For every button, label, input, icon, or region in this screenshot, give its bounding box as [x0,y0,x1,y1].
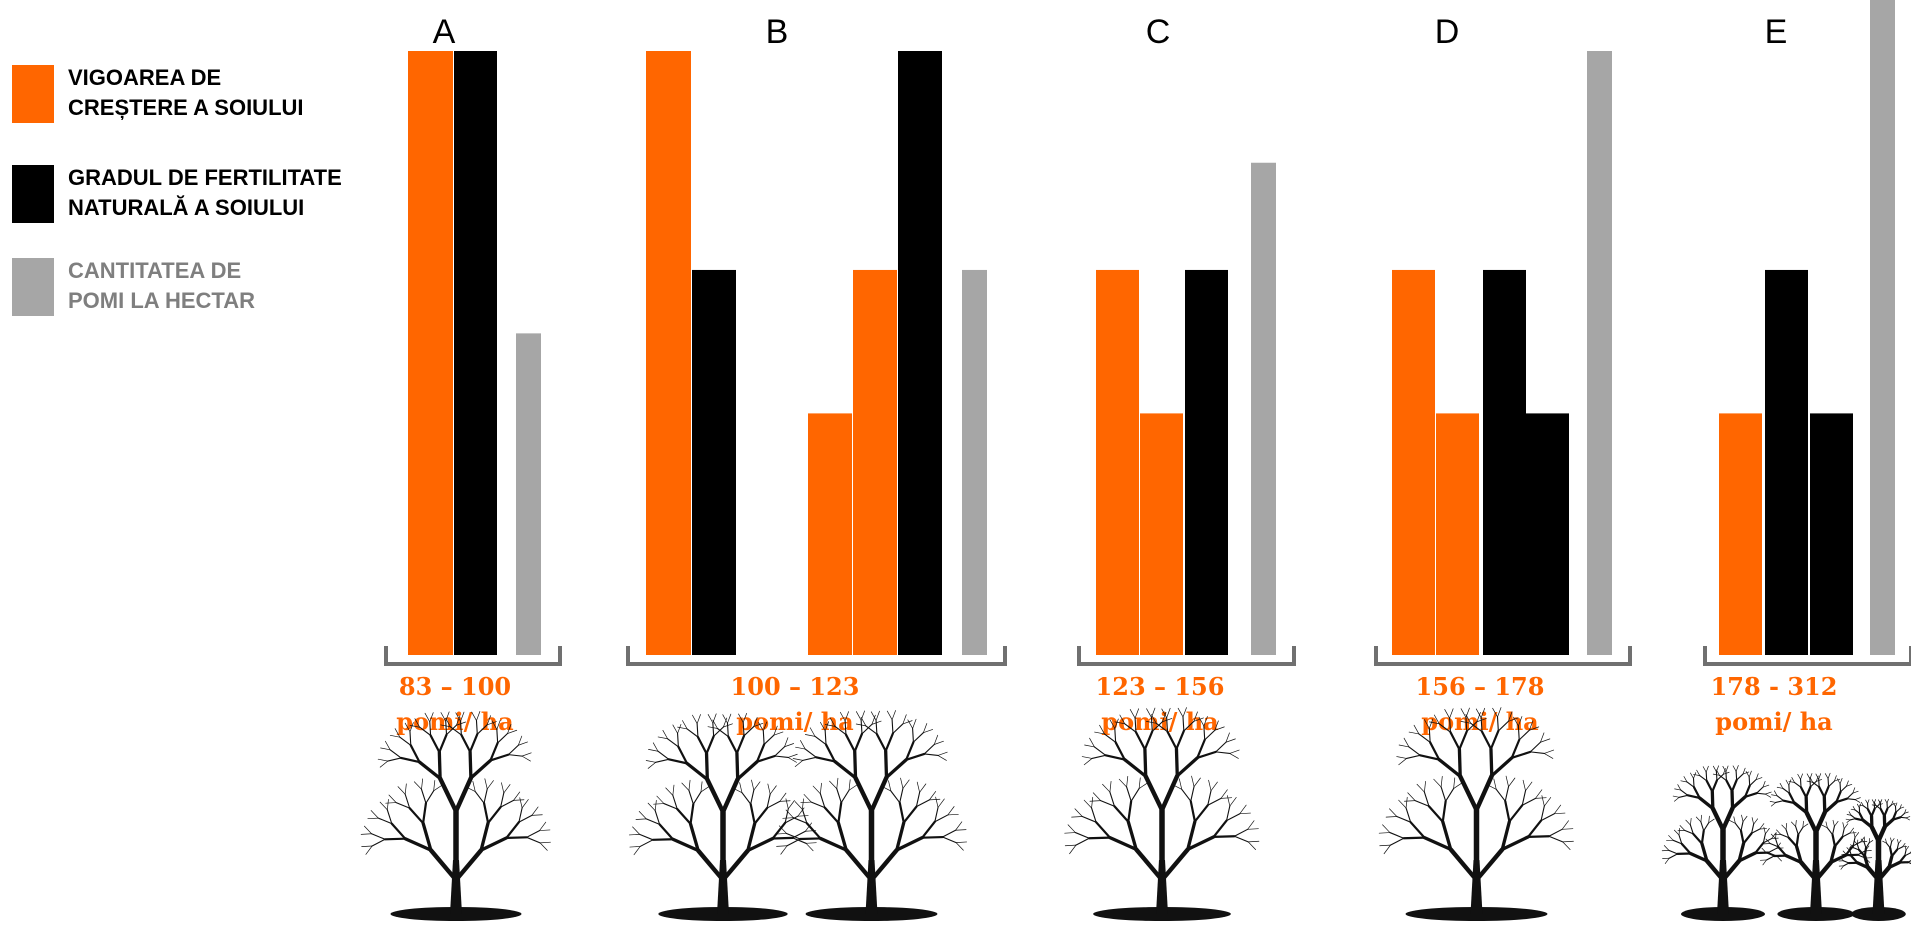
range-label: 83 – 100 [399,672,511,701]
range-label: 100 – 123 [731,672,860,701]
legend-label-line1: VIGOAREA DE [68,65,221,90]
bar-vigor [808,413,852,655]
range-label: 123 – 156 [1096,672,1225,701]
legend-label-line1: GRADUL DE FERTILITATE [68,165,342,190]
range-bracket [626,646,1007,666]
group-letter: C [1146,13,1171,51]
legend-swatch-density [12,258,54,316]
legend-label-line2: NATURALĂ A SOIULUI [68,195,304,220]
group-letter: A [433,13,456,51]
range-unit-label: pomi/ ha [1101,707,1218,736]
legend: VIGOAREA DE CREȘTERE A SOIULUI GRADUL DE F… [12,65,342,316]
range-bracket [1703,646,1911,666]
legend-item-fertility: GRADUL DE FERTILITATE NATURALĂ A SOIULUI [12,165,342,223]
legend-swatch-vigor [12,65,54,123]
group-letter: B [766,13,789,51]
bar-density [1251,162,1276,656]
legend-item-density: CANTITATEA DE POMI LA HECTAR [12,258,255,316]
tree-illustration [628,712,817,921]
bar-vigor [1719,413,1762,655]
bar-fertility [454,51,497,655]
tree-illustration [775,710,967,921]
bar-groups: A 83 – 100 pomi/ ha B 100 – 123 pomi/ ha C 123 … [360,0,1911,921]
bar-fertility [898,51,942,655]
bar-group-B: B 100 – 123 pomi/ ha [626,13,1007,921]
bar-group-E: E 178 - 312 pomi/ ha [1661,0,1911,921]
bar-vigor [853,269,897,655]
bar-group-C: C 123 – 156 pomi/ ha [1064,13,1296,921]
range-unit-label: pomi/ ha [736,707,853,736]
tree-illustration [1378,707,1574,921]
bar-fertility [1483,269,1526,655]
bar-density [1870,0,1895,656]
bar-fertility [1765,269,1808,655]
range-label: 156 – 178 [1416,672,1545,701]
bar-fertility [1810,413,1853,655]
group-letter: D [1435,13,1460,51]
range-unit-label: pomi/ ha [1715,707,1832,736]
tree-illustration [1064,707,1260,921]
tree-illustration [360,711,551,921]
tree-illustration [1759,772,1873,921]
bar-density [962,269,987,655]
bar-vigor [1096,269,1139,655]
bar-vigor [1140,413,1183,655]
tree-illustration [1838,798,1911,921]
bar-vigor [1436,413,1479,655]
range-label: 178 - 312 [1711,672,1838,701]
range-bracket [384,646,562,666]
range-unit-label: pomi/ ha [396,707,513,736]
bar-fertility [1526,413,1569,655]
range-bracket [1077,646,1296,666]
bar-vigor [1392,269,1435,655]
bar-fertility [692,269,736,655]
bar-group-D: D 156 – 178 pomi/ ha [1374,13,1632,921]
legend-label-line2: POMI LA HECTAR [68,288,255,313]
range-unit-label: pomi/ ha [1421,707,1538,736]
legend-swatch-fertility [12,165,54,223]
legend-label-line1: CANTITATEA DE [68,258,241,283]
range-bracket [1374,646,1632,666]
tree-illustration [1661,765,1784,921]
group-letter: E [1765,13,1788,51]
bar-fertility [1185,269,1228,655]
legend-item-vigor: VIGOAREA DE CREȘTERE A SOIULUI [12,65,304,123]
bar-vigor [646,51,691,655]
bar-vigor [408,51,453,655]
legend-label-line2: CREȘTERE A SOIULUI [68,95,304,120]
bar-density [516,333,541,655]
bar-density [1587,51,1612,655]
bar-group-A: A 83 – 100 pomi/ ha [360,13,562,921]
